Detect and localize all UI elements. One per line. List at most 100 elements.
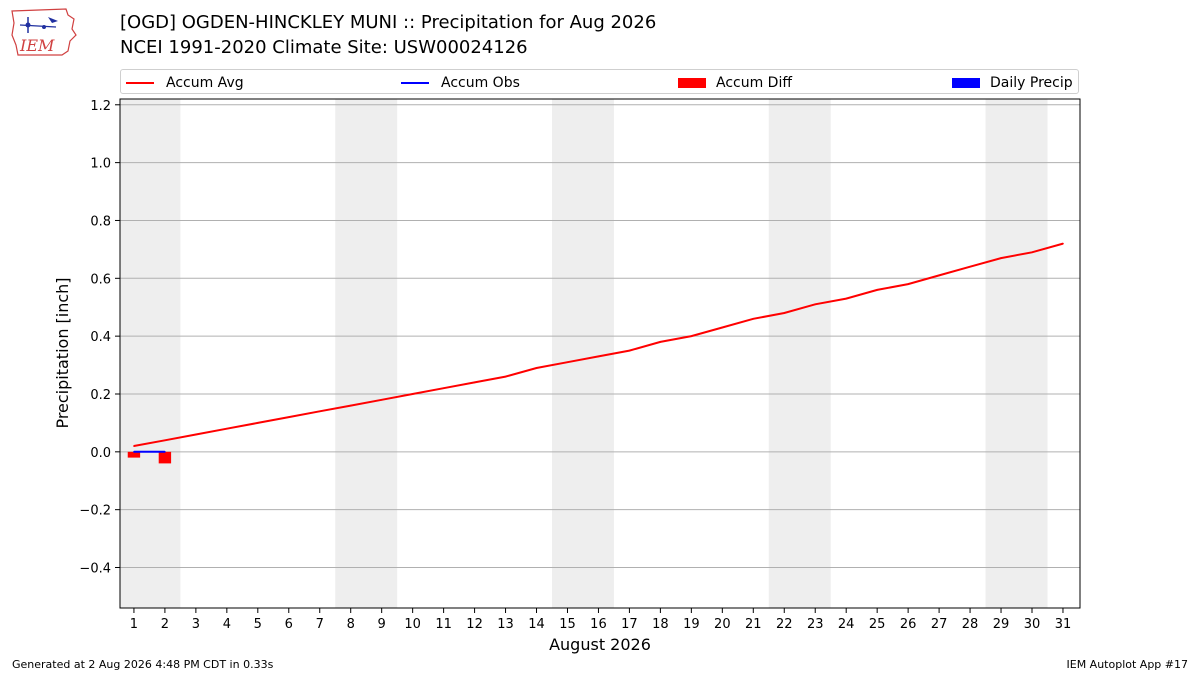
accum-obs-point: [133, 451, 135, 453]
accum-avg-point: [442, 387, 445, 390]
accum-avg-point: [814, 303, 817, 306]
plot-frame: [119, 98, 1081, 609]
weekend-shade-3: [552, 99, 614, 608]
x-tick-label: 18: [652, 617, 669, 632]
accum-avg-point: [380, 398, 383, 401]
y-tick-label: −0.4: [79, 562, 111, 577]
logo-text: IEM: [19, 36, 55, 55]
x-tick-label: 11: [435, 617, 452, 632]
weekend-shade-2: [335, 99, 398, 608]
accum-avg-point: [907, 283, 909, 285]
accum-avg-point: [504, 375, 507, 378]
legend-label-accum-obs: Accum Obs: [441, 74, 520, 91]
x-tick-label: 12: [466, 617, 483, 632]
legend-item-accum-obs: Accum Obs: [401, 70, 520, 95]
accum-avg-point: [1031, 251, 1033, 254]
y-tick-label: 0.4: [90, 330, 111, 345]
accum-avg-point: [659, 341, 662, 343]
accum-avg-point: [566, 361, 569, 363]
x-tick-label: 1: [130, 617, 138, 632]
accum-avg-point: [318, 410, 321, 413]
accum-diff-bar: [158, 451, 172, 464]
accum-avg-point: [1000, 257, 1002, 259]
x-tick-label: 31: [1055, 617, 1072, 632]
x-tick-label: 10: [404, 617, 421, 632]
legend-label-accum-avg: Accum Avg: [166, 74, 244, 91]
accum-avg-point: [226, 427, 228, 430]
x-tick-label: 20: [714, 617, 731, 632]
x-tick-label: 23: [807, 617, 824, 632]
accum-avg-point: [752, 317, 755, 320]
legend-swatch-accum-diff: [678, 77, 706, 88]
x-tick-label: 30: [1024, 617, 1041, 632]
x-tick-label: 8: [347, 617, 355, 632]
accum-avg-point: [349, 404, 352, 407]
accum-obs-point: [164, 451, 166, 453]
x-tick-label: 19: [683, 617, 700, 632]
legend-item-accum-avg: Accum Avg: [126, 70, 244, 95]
accum-avg-point: [938, 274, 940, 277]
legend-swatch-accum-avg: [126, 81, 154, 84]
accum-avg-point: [535, 367, 538, 369]
accum-diff-bar: [127, 451, 141, 458]
app-credit: IEM Autoplot App #17: [1066, 658, 1189, 671]
accum-avg-point: [411, 393, 414, 395]
x-tick-label: 28: [962, 617, 979, 632]
legend-item-daily-precip: Daily Precip: [952, 70, 1073, 95]
accum-avg-point: [257, 422, 259, 424]
y-axis-label: Precipitation [inch]: [53, 277, 72, 428]
accum-avg-point: [690, 335, 693, 337]
x-tick-label: 22: [776, 617, 793, 632]
y-tick-label: 0.8: [90, 214, 111, 229]
x-tick-label: 15: [559, 617, 576, 632]
x-tick-label: 21: [745, 617, 762, 632]
accum-avg-point: [287, 416, 290, 418]
iem-logo: IEM: [8, 5, 80, 59]
legend-swatch-daily-precip: [952, 77, 980, 88]
accum-avg-point: [195, 433, 197, 436]
y-tick-label: 0.6: [90, 272, 111, 287]
legend-label-accum-diff: Accum Diff: [716, 74, 793, 91]
x-tick-label: 2: [161, 617, 169, 632]
accum-avg-point: [473, 381, 476, 384]
weekend-shade-4: [768, 99, 831, 608]
accum-avg-point: [721, 326, 724, 329]
x-tick-label: 3: [192, 617, 200, 632]
accum-avg-point: [969, 265, 971, 268]
weekend-shade-5: [985, 99, 1048, 608]
accum-avg-point: [783, 312, 786, 314]
y-tick-label: 1.2: [90, 99, 111, 114]
accum-avg-point: [876, 289, 878, 291]
weekend-shade-1: [120, 99, 181, 608]
x-tick-label: 24: [838, 617, 855, 632]
x-tick-label: 7: [316, 617, 324, 632]
y-tick-label: 0.2: [90, 388, 111, 403]
x-tick-label: 4: [223, 617, 231, 632]
x-tick-label: 27: [931, 617, 948, 632]
x-tick-label: 16: [590, 617, 607, 632]
x-tick-label: 17: [621, 617, 638, 632]
y-tick-label: 1.0: [90, 157, 111, 172]
y-tick-label: −0.2: [79, 504, 111, 519]
chart-title: [OGD] OGDEN-HINCKLEY MUNI :: Precipitati…: [120, 12, 657, 33]
y-tick-label: 0.0: [90, 446, 111, 461]
x-tick-label: 29: [993, 617, 1010, 632]
x-tick-label: 26: [900, 617, 917, 632]
accum-avg-point: [164, 439, 166, 442]
x-tick-label: 6: [285, 617, 293, 632]
legend-swatch-accum-obs: [401, 81, 429, 84]
accum-avg-point: [597, 355, 600, 358]
legend-label-daily-precip: Daily Precip: [990, 74, 1073, 91]
legend-item-accum-diff: Accum Diff: [678, 70, 792, 95]
accum-avg-point: [845, 297, 847, 300]
x-tick-label: 5: [254, 617, 262, 632]
accum-avg-point: [133, 445, 135, 447]
accum-avg-point: [1062, 242, 1064, 245]
x-axis-label: August 2026: [549, 635, 651, 654]
x-tick-label: 25: [869, 617, 886, 632]
x-tick-label: 14: [528, 617, 545, 632]
chart-subtitle: NCEI 1991-2020 Climate Site: USW00024126: [120, 37, 528, 58]
accum-avg-point: [628, 349, 631, 352]
generated-timestamp: Generated at 2 Aug 2026 4:48 PM CDT in 0…: [12, 658, 274, 671]
